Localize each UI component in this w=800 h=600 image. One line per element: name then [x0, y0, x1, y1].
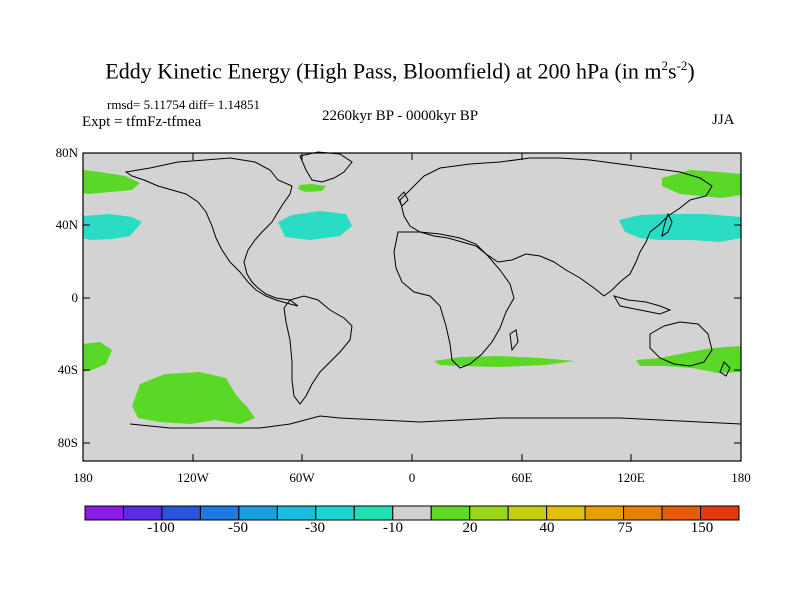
colorbar-cell	[122, 505, 163, 521]
colorbar-cell	[315, 505, 355, 521]
negative-anomaly-regions	[83, 211, 741, 242]
coast-australia	[649, 321, 713, 367]
colorbar-cell	[238, 505, 278, 521]
colorbar-cell	[430, 505, 471, 521]
axis-ticks	[82, 152, 742, 461]
colorbar-cell	[276, 505, 317, 521]
lat-label: 0	[71, 290, 79, 305]
colorbar-cell	[546, 505, 586, 521]
cyan-region-north-pacific-west	[83, 214, 142, 240]
colorbar-cell	[392, 505, 432, 521]
lat-label: 40N	[55, 217, 78, 232]
coastlines	[124, 151, 742, 429]
figure-title: Eddy Kinetic Energy (High Pass, Bloomfie…	[105, 58, 695, 84]
coast-new-zealand	[719, 361, 731, 377]
lon-label: 60W	[289, 470, 315, 485]
lat-label: 40S	[57, 362, 78, 377]
cyan-region-north-atlantic	[278, 211, 352, 240]
colorbar-cell	[623, 505, 663, 521]
cyan-region-east-asia	[619, 214, 741, 242]
coast-madagascar	[509, 329, 519, 352]
colorbar-cell	[353, 505, 394, 521]
colorbar-cell	[199, 505, 240, 521]
green-region-north-atlantic	[298, 184, 326, 192]
lon-label: 0	[408, 470, 416, 485]
coast-uk	[397, 191, 409, 207]
lat-label: 80S	[57, 435, 78, 450]
lon-label: 120W	[177, 470, 209, 485]
colorbar-cell	[661, 505, 702, 521]
colorbar-cell	[469, 505, 509, 521]
coast-japan	[661, 212, 673, 238]
green-region-south-pacific-west	[83, 342, 112, 372]
coast-north-america	[124, 157, 299, 307]
experiment-label: Expt = tfmFz-tfmea	[82, 114, 202, 130]
colorbar-cell	[161, 505, 201, 521]
coast-south-america	[283, 295, 353, 405]
colorbar-label: 40	[539, 520, 555, 536]
lat-label: 80N	[55, 145, 78, 160]
colorbar-cell	[700, 505, 740, 521]
coast-africa	[393, 231, 515, 369]
colorbar-label: -100	[147, 520, 175, 536]
green-region-southwest-pacific	[636, 346, 741, 373]
lon-label: 180	[731, 470, 751, 485]
colorbar-label: -50	[228, 520, 248, 536]
colorbar-cell	[584, 505, 625, 521]
colorbar-label: 75	[617, 520, 633, 536]
lon-label: 120E	[617, 470, 645, 485]
stats-label: rmsd= 5.11754 diff= 1.14851	[107, 97, 260, 112]
coast-indonesia	[612, 295, 672, 315]
colorbar-label: -30	[305, 520, 325, 536]
positive-anomaly-regions	[83, 170, 741, 424]
colorbar-cell	[507, 505, 548, 521]
period-label: 2260kyr BP - 0000kyr BP	[321, 108, 479, 124]
lon-label: 60E	[511, 470, 533, 485]
coast-eurasia	[399, 157, 713, 297]
green-region-south-pacific	[132, 372, 255, 424]
coast-antarctica	[129, 415, 742, 429]
lon-label: 180	[73, 470, 93, 485]
colorbar-label: -10	[383, 520, 403, 536]
green-region-alaska	[83, 170, 140, 194]
season-label: JJA	[712, 112, 735, 128]
colorbar-cell	[84, 505, 124, 521]
colorbar	[84, 505, 740, 521]
green-region-north-pacific-east	[662, 170, 741, 198]
colorbar-label: 150	[690, 520, 714, 536]
colorbar-label: 20	[462, 520, 478, 536]
